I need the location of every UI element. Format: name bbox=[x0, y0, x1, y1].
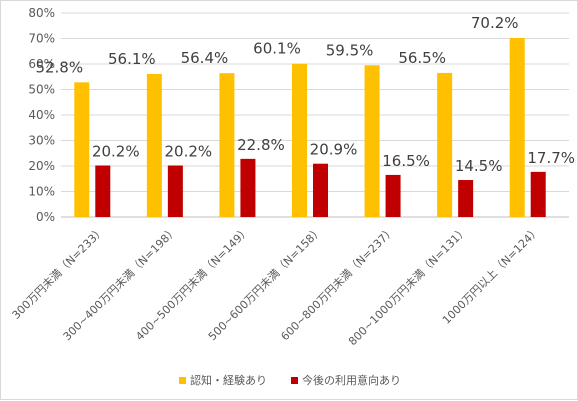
bar-intent bbox=[95, 165, 111, 217]
x-category-label: 800~1000万円未満（N=131） bbox=[346, 224, 470, 348]
bar-intent bbox=[530, 171, 546, 217]
bars bbox=[74, 37, 546, 218]
y-axis: 0% 10% 20% 30% 40% 50% 60% 70% 80% bbox=[28, 6, 55, 224]
y-tick-label: 70% bbox=[28, 32, 55, 46]
y-tick-label: 0% bbox=[36, 210, 55, 224]
data-label: 16.5% bbox=[382, 152, 430, 170]
x-category-label: 600~800万円未満（N=237） bbox=[278, 224, 397, 343]
y-tick-label: 80% bbox=[28, 6, 55, 20]
bar-awareness bbox=[146, 73, 162, 217]
bar-intent bbox=[240, 158, 256, 217]
legend: 認知・経験あり 今後の利用意向あり bbox=[179, 373, 401, 387]
y-tick-label: 60% bbox=[28, 57, 55, 71]
legend-label: 認知・経験あり bbox=[190, 373, 267, 387]
bar-awareness bbox=[219, 73, 235, 218]
data-label: 14.5% bbox=[455, 157, 503, 175]
gridlines bbox=[61, 12, 569, 218]
bar-intent bbox=[167, 165, 183, 217]
x-category-label: 400~500万円未満（N=149） bbox=[133, 224, 252, 343]
x-axis: 300万円未満（N=233）300~400万円未満（N=198）400~500万… bbox=[10, 224, 543, 348]
x-category-label: 500~600万円未満（N=158） bbox=[206, 224, 325, 343]
data-label: 59.5% bbox=[326, 41, 374, 59]
bar-awareness bbox=[437, 72, 453, 217]
bar-intent bbox=[458, 180, 474, 217]
y-tick-label: 50% bbox=[28, 83, 55, 97]
data-label: 17.7% bbox=[527, 149, 575, 167]
bar-awareness bbox=[509, 37, 525, 217]
bar-awareness bbox=[364, 65, 380, 218]
bar-intent bbox=[313, 163, 328, 217]
bar-awareness bbox=[292, 63, 307, 218]
data-labels: 52.8% 20.2% 56.1% 20.2% 56.4% 22.8% 60.1% 20.9%… bbox=[35, 14, 575, 175]
data-label: 20.2% bbox=[165, 142, 213, 160]
data-label: 22.8% bbox=[237, 136, 285, 154]
data-label: 70.2% bbox=[471, 14, 519, 32]
legend-label: 今後の利用意向あり bbox=[302, 373, 401, 387]
data-label: 60.1% bbox=[253, 40, 301, 58]
data-label: 20.2% bbox=[92, 142, 140, 160]
data-label: 52.8% bbox=[35, 58, 83, 76]
y-tick-label: 30% bbox=[28, 134, 55, 148]
y-tick-label: 20% bbox=[28, 159, 55, 173]
y-tick-label: 40% bbox=[28, 108, 55, 122]
x-category-label: 300~400万円未満（N=198） bbox=[61, 224, 180, 343]
data-label: 56.1% bbox=[108, 50, 156, 68]
legend-swatch bbox=[291, 377, 298, 384]
bar-awareness bbox=[74, 82, 90, 217]
data-label: 56.4% bbox=[181, 49, 229, 67]
legend-swatch bbox=[179, 377, 186, 384]
data-label: 56.5% bbox=[398, 49, 446, 67]
bar-intent bbox=[385, 174, 401, 217]
data-label: 20.9% bbox=[310, 141, 358, 159]
y-tick-label: 10% bbox=[28, 185, 55, 199]
